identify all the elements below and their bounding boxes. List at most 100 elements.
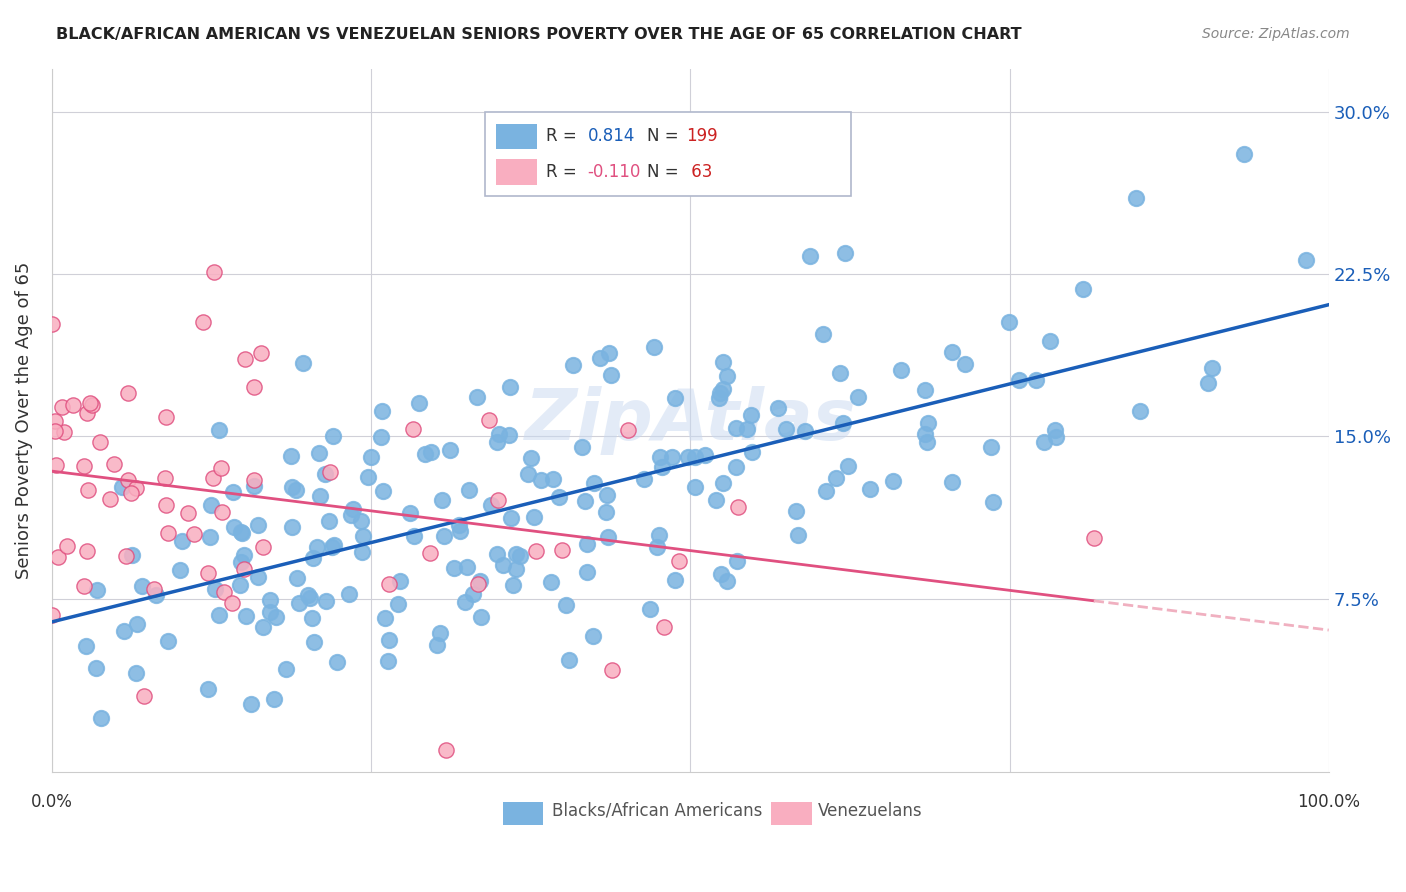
Point (301, 611, 323, 625)
Point (716, 368, 738, 383)
Point (582, 629, 605, 643)
Point (799, 249, 821, 263)
Point (374, 611, 396, 625)
Point (643, 340, 665, 354)
Point (588, 351, 610, 365)
Text: ZipAtlas: ZipAtlas (524, 385, 856, 455)
Point (314, 467, 336, 482)
Point (595, 505, 617, 519)
Point (155, 498, 177, 512)
Point (46, 549, 69, 564)
Point (831, 416, 853, 430)
Point (45, 458, 67, 473)
Point (468, 574, 491, 589)
Point (645, 540, 668, 554)
Point (247, 518, 270, 533)
Point (229, 555, 252, 569)
Text: 0.814: 0.814 (588, 128, 636, 145)
Point (727, 500, 749, 515)
Point (305, 541, 328, 555)
Point (318, 514, 340, 528)
Point (914, 427, 936, 442)
Point (115, 549, 138, 564)
Text: -0.110: -0.110 (588, 163, 641, 181)
Point (710, 566, 733, 581)
Point (76, 544, 98, 558)
Point (247, 570, 270, 584)
Point (86, 661, 108, 675)
Point (793, 424, 815, 438)
Point (112, 624, 135, 639)
Point (651, 459, 673, 474)
Point (352, 545, 374, 559)
Point (486, 493, 509, 508)
Point (117, 385, 139, 400)
Point (208, 608, 231, 623)
Point (321, 540, 343, 554)
Point (574, 494, 596, 508)
Point (322, 429, 344, 443)
Point (197, 682, 219, 697)
Point (443, 560, 465, 574)
Point (259, 593, 281, 607)
Point (1039, 334, 1062, 348)
Point (308, 489, 330, 503)
FancyBboxPatch shape (770, 802, 811, 825)
Point (292, 356, 315, 370)
Point (350, 514, 373, 528)
Point (56, 539, 79, 553)
Point (389, 574, 412, 588)
Point (524, 543, 547, 558)
Point (434, 743, 457, 757)
Point (52, 425, 75, 439)
Point (575, 537, 598, 551)
Point (997, 315, 1019, 329)
Point (523, 510, 546, 524)
Point (890, 363, 912, 377)
Point (172, 533, 194, 548)
Point (169, 564, 191, 578)
Point (478, 413, 501, 427)
Point (201, 471, 224, 485)
Point (231, 525, 253, 540)
Point (259, 605, 281, 619)
Point (598, 530, 620, 544)
Point (1008, 373, 1031, 387)
Point (551, 543, 574, 558)
Point (648, 528, 671, 542)
Point (457, 483, 479, 498)
Point (51, 401, 73, 415)
Point (664, 391, 686, 405)
Point (197, 566, 219, 580)
Point (360, 450, 382, 465)
Text: BLACK/AFRICAN AMERICAN VS VENEZUELAN SENIORS POVERTY OVER THE AGE OF 65 CORRELAT: BLACK/AFRICAN AMERICAN VS VENEZUELAN SEN… (56, 27, 1022, 42)
Point (648, 450, 671, 464)
Point (41, 607, 63, 622)
Point (596, 488, 619, 502)
Point (339, 508, 361, 522)
Point (785, 503, 807, 517)
Point (222, 484, 245, 499)
Point (378, 576, 401, 591)
Point (212, 584, 235, 599)
Point (676, 450, 699, 465)
Point (1125, 191, 1147, 205)
Point (298, 591, 321, 605)
Point (276, 662, 298, 676)
Point (509, 549, 531, 563)
Point (280, 449, 302, 463)
Point (834, 246, 856, 260)
Point (1025, 374, 1047, 388)
Point (859, 482, 882, 496)
Point (583, 475, 606, 490)
Point (465, 390, 488, 404)
Point (326, 655, 349, 669)
Point (470, 610, 492, 624)
Point (741, 444, 763, 458)
Point (117, 473, 139, 487)
Point (479, 498, 502, 512)
Point (664, 573, 686, 587)
Point (285, 483, 308, 497)
Point (600, 663, 623, 677)
Point (221, 595, 243, 609)
